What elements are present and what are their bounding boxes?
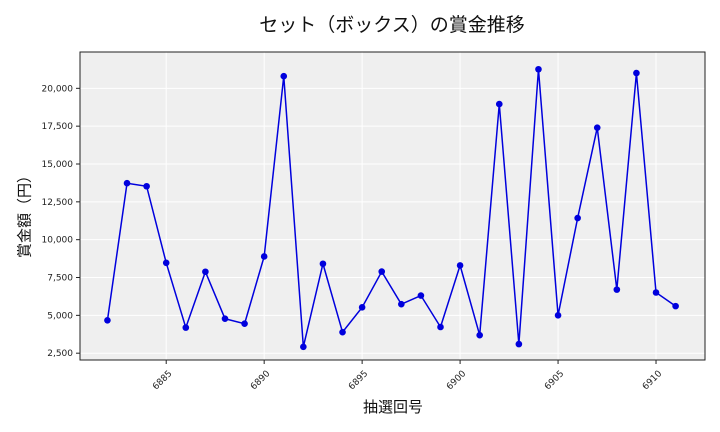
x-tick-label: 6895	[347, 369, 370, 392]
y-tick-label: 12,500	[42, 198, 74, 208]
x-tick-label: 6900	[445, 369, 468, 392]
y-tick-label: 7,500	[47, 274, 73, 284]
data-point	[613, 286, 621, 293]
data-point	[456, 262, 464, 269]
data-point	[417, 292, 425, 299]
plot-frame	[79, 51, 706, 361]
data-point	[593, 124, 601, 131]
y-tick-label: 20,000	[42, 84, 74, 94]
y-tick-label: 10,000	[42, 236, 74, 246]
data-point	[221, 315, 229, 322]
data-point	[123, 179, 131, 187]
data-point	[202, 268, 209, 276]
grid-lines	[80, 52, 705, 360]
data-point	[672, 302, 679, 310]
data-point	[339, 328, 346, 336]
data-point	[358, 304, 366, 311]
data-point	[515, 340, 523, 348]
data-point	[260, 253, 268, 260]
data-point	[143, 182, 150, 190]
data-point	[300, 343, 307, 351]
data-point	[476, 331, 483, 339]
chart-title: セット（ボックス）の賞金推移	[259, 14, 525, 36]
x-tick-label: 6885	[151, 369, 174, 392]
y-tick-label: 15,000	[42, 160, 74, 170]
y-tick-label: 17,500	[42, 122, 74, 132]
x-axis-ticks: 6885 6890 6895 6900 6905 6910	[151, 360, 664, 392]
x-tick-label: 6910	[641, 369, 664, 392]
data-point	[437, 323, 444, 331]
data-point	[241, 320, 248, 327]
data-point	[319, 260, 327, 268]
y-tick-label: 5,000	[47, 311, 73, 321]
y-axis-ticks: 2,500 5,000 7,500 10,000 12,500 15,000 17,500 2…	[42, 84, 80, 359]
data-point	[398, 300, 405, 308]
data-point	[495, 100, 503, 108]
data-point	[535, 65, 542, 73]
data-point	[652, 289, 660, 296]
plot-area	[80, 52, 705, 360]
data-point	[574, 214, 581, 222]
series-line	[106, 69, 677, 348]
data-point	[104, 317, 111, 324]
data-point	[633, 69, 640, 77]
x-tick-label: 6890	[249, 369, 272, 392]
data-point	[162, 259, 170, 267]
data-point	[182, 324, 190, 331]
x-axis-label: 抽選回号	[362, 398, 424, 416]
y-tick-label: 2,500	[47, 349, 73, 359]
x-tick-label: 6905	[543, 369, 566, 392]
data-point	[554, 312, 562, 319]
data-point	[378, 268, 386, 275]
data-point	[280, 72, 288, 80]
data-point-markers	[104, 65, 679, 351]
